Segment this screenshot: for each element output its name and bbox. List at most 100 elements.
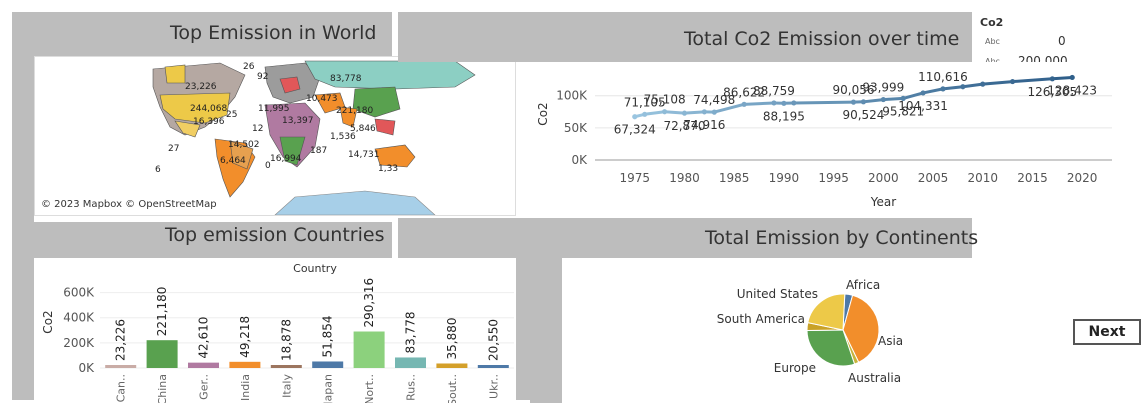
bar-value-label: 49,218 [238, 316, 252, 358]
bar-category-label: Japan [322, 374, 335, 403]
map-panel-header [12, 12, 392, 56]
line-point[interactable] [940, 86, 946, 92]
line-x-tick: 1985 [719, 171, 750, 185]
line-point[interactable] [850, 99, 857, 105]
legend-row-2-tag: Abc [985, 57, 1000, 66]
map-europe-accent [279, 76, 301, 94]
pie-slice[interactable] [842, 294, 880, 364]
line-point[interactable] [701, 109, 707, 115]
line-series-segment [921, 87, 945, 95]
line-point[interactable] [771, 100, 777, 106]
map-value-label: 1,33 [378, 164, 399, 174]
pie-slice[interactable] [807, 293, 846, 331]
map-panel-side [12, 12, 34, 222]
line-point[interactable] [960, 84, 966, 90]
line-series-segment [1050, 75, 1074, 81]
line-data-label: 128,423 [1047, 83, 1097, 97]
line-point[interactable] [681, 110, 688, 116]
line-point[interactable] [900, 95, 906, 102]
map-canada-west [164, 64, 186, 84]
bar-y-label: Co2 [41, 310, 55, 333]
line-series-segment [792, 100, 855, 105]
map-title: Top Emission in World [170, 22, 377, 44]
pie-panel-header [398, 218, 972, 258]
line-point[interactable] [642, 111, 648, 117]
bar[interactable] [312, 361, 344, 368]
next-button[interactable]: Next [1073, 319, 1141, 345]
map-africa [264, 102, 321, 168]
pie-label: United States [737, 287, 818, 301]
legend-row-1-tag: Abc [985, 37, 1000, 46]
line-series-segment [881, 96, 905, 102]
line-point[interactable] [1049, 76, 1055, 82]
line-point[interactable] [880, 96, 886, 103]
line-point[interactable] [791, 100, 797, 106]
line-data-label: 74,916 [683, 118, 725, 132]
bar[interactable] [395, 357, 426, 368]
bar[interactable] [229, 361, 261, 368]
bar-category-label: Can.. [115, 374, 128, 402]
line-point[interactable] [920, 90, 926, 96]
line-series-segment [643, 110, 667, 116]
line-chart-svg: 0K 50K 100K 1975 1980 1985 1990 1995 2000 2005 201… [536, 70, 1112, 209]
bar-category-label: China [156, 374, 169, 403]
map-attribution: © 2023 Mapbox © OpenStreetMap [41, 199, 217, 210]
line-title: Total Co2 Emission over time [684, 28, 960, 50]
map-value-label: 13,397 [282, 116, 314, 126]
line-point[interactable] [860, 99, 867, 105]
bar[interactable] [270, 365, 302, 368]
line-point[interactable] [980, 81, 986, 87]
line-y-tick: 50K [564, 121, 588, 135]
bar[interactable] [146, 340, 178, 368]
line-data-label: 90,056 [833, 83, 875, 97]
line-data-label: 88,195 [763, 109, 805, 123]
line-point[interactable] [632, 114, 638, 120]
map-value-label: 6 [155, 165, 161, 175]
bar[interactable] [477, 365, 509, 368]
line-data-label: 88,759 [753, 84, 795, 98]
bar-value-label: 290,316 [362, 278, 376, 328]
line-y-tick: 100K [556, 89, 588, 103]
line-x-label: Year [870, 195, 896, 209]
bar-y-tick: 600K [63, 286, 95, 300]
bar-y-tick: 200K [63, 336, 95, 350]
map-value-label: 6,464 [220, 156, 246, 166]
line-series-segment [1011, 77, 1054, 84]
map-value-label: 16,396 [193, 117, 225, 127]
line-series-segment [682, 110, 706, 115]
line-data-label: 75,108 [644, 93, 686, 107]
map-brazil [229, 140, 254, 170]
pie-label: Asia [878, 334, 903, 348]
bar-value-label: 221,180 [155, 287, 169, 337]
map-se-asia [374, 118, 396, 136]
line-x-tick: 2010 [967, 171, 998, 185]
world-map[interactable]: © 2023 Mapbox © OpenStreetMap [34, 56, 516, 216]
bar-category-label: Sout.. [446, 374, 459, 403]
map-value-label: 0 [265, 161, 271, 171]
bar[interactable] [353, 331, 385, 368]
map-value-label: 221,180 [336, 106, 374, 116]
bar-y-tick: 400K [63, 311, 95, 325]
map-usa [159, 92, 231, 124]
line-point[interactable] [741, 101, 747, 107]
line-point[interactable] [781, 100, 787, 106]
map-value-label: 25 [226, 110, 238, 120]
map-value-label: 26 [243, 62, 255, 72]
line-series-segment [663, 110, 686, 115]
bar[interactable] [188, 362, 219, 368]
line-x-tick: 1995 [818, 171, 849, 185]
line-data-label: 90,524 [842, 108, 884, 122]
bar[interactable] [105, 365, 137, 368]
line-series-segment [941, 85, 965, 91]
line-point[interactable] [1009, 78, 1016, 85]
map-value-label: 187 [310, 146, 328, 156]
line-series-segment [901, 91, 925, 100]
line-point[interactable] [711, 109, 717, 115]
bar[interactable] [436, 363, 468, 368]
bar-category-label: Italy [280, 374, 293, 398]
line-point[interactable] [661, 109, 668, 115]
pie-title: Total Emission by Continents [705, 227, 979, 249]
pie-slice[interactable] [806, 329, 856, 367]
line-point[interactable] [1069, 74, 1075, 81]
map-value-label: 14,731 [348, 150, 380, 160]
